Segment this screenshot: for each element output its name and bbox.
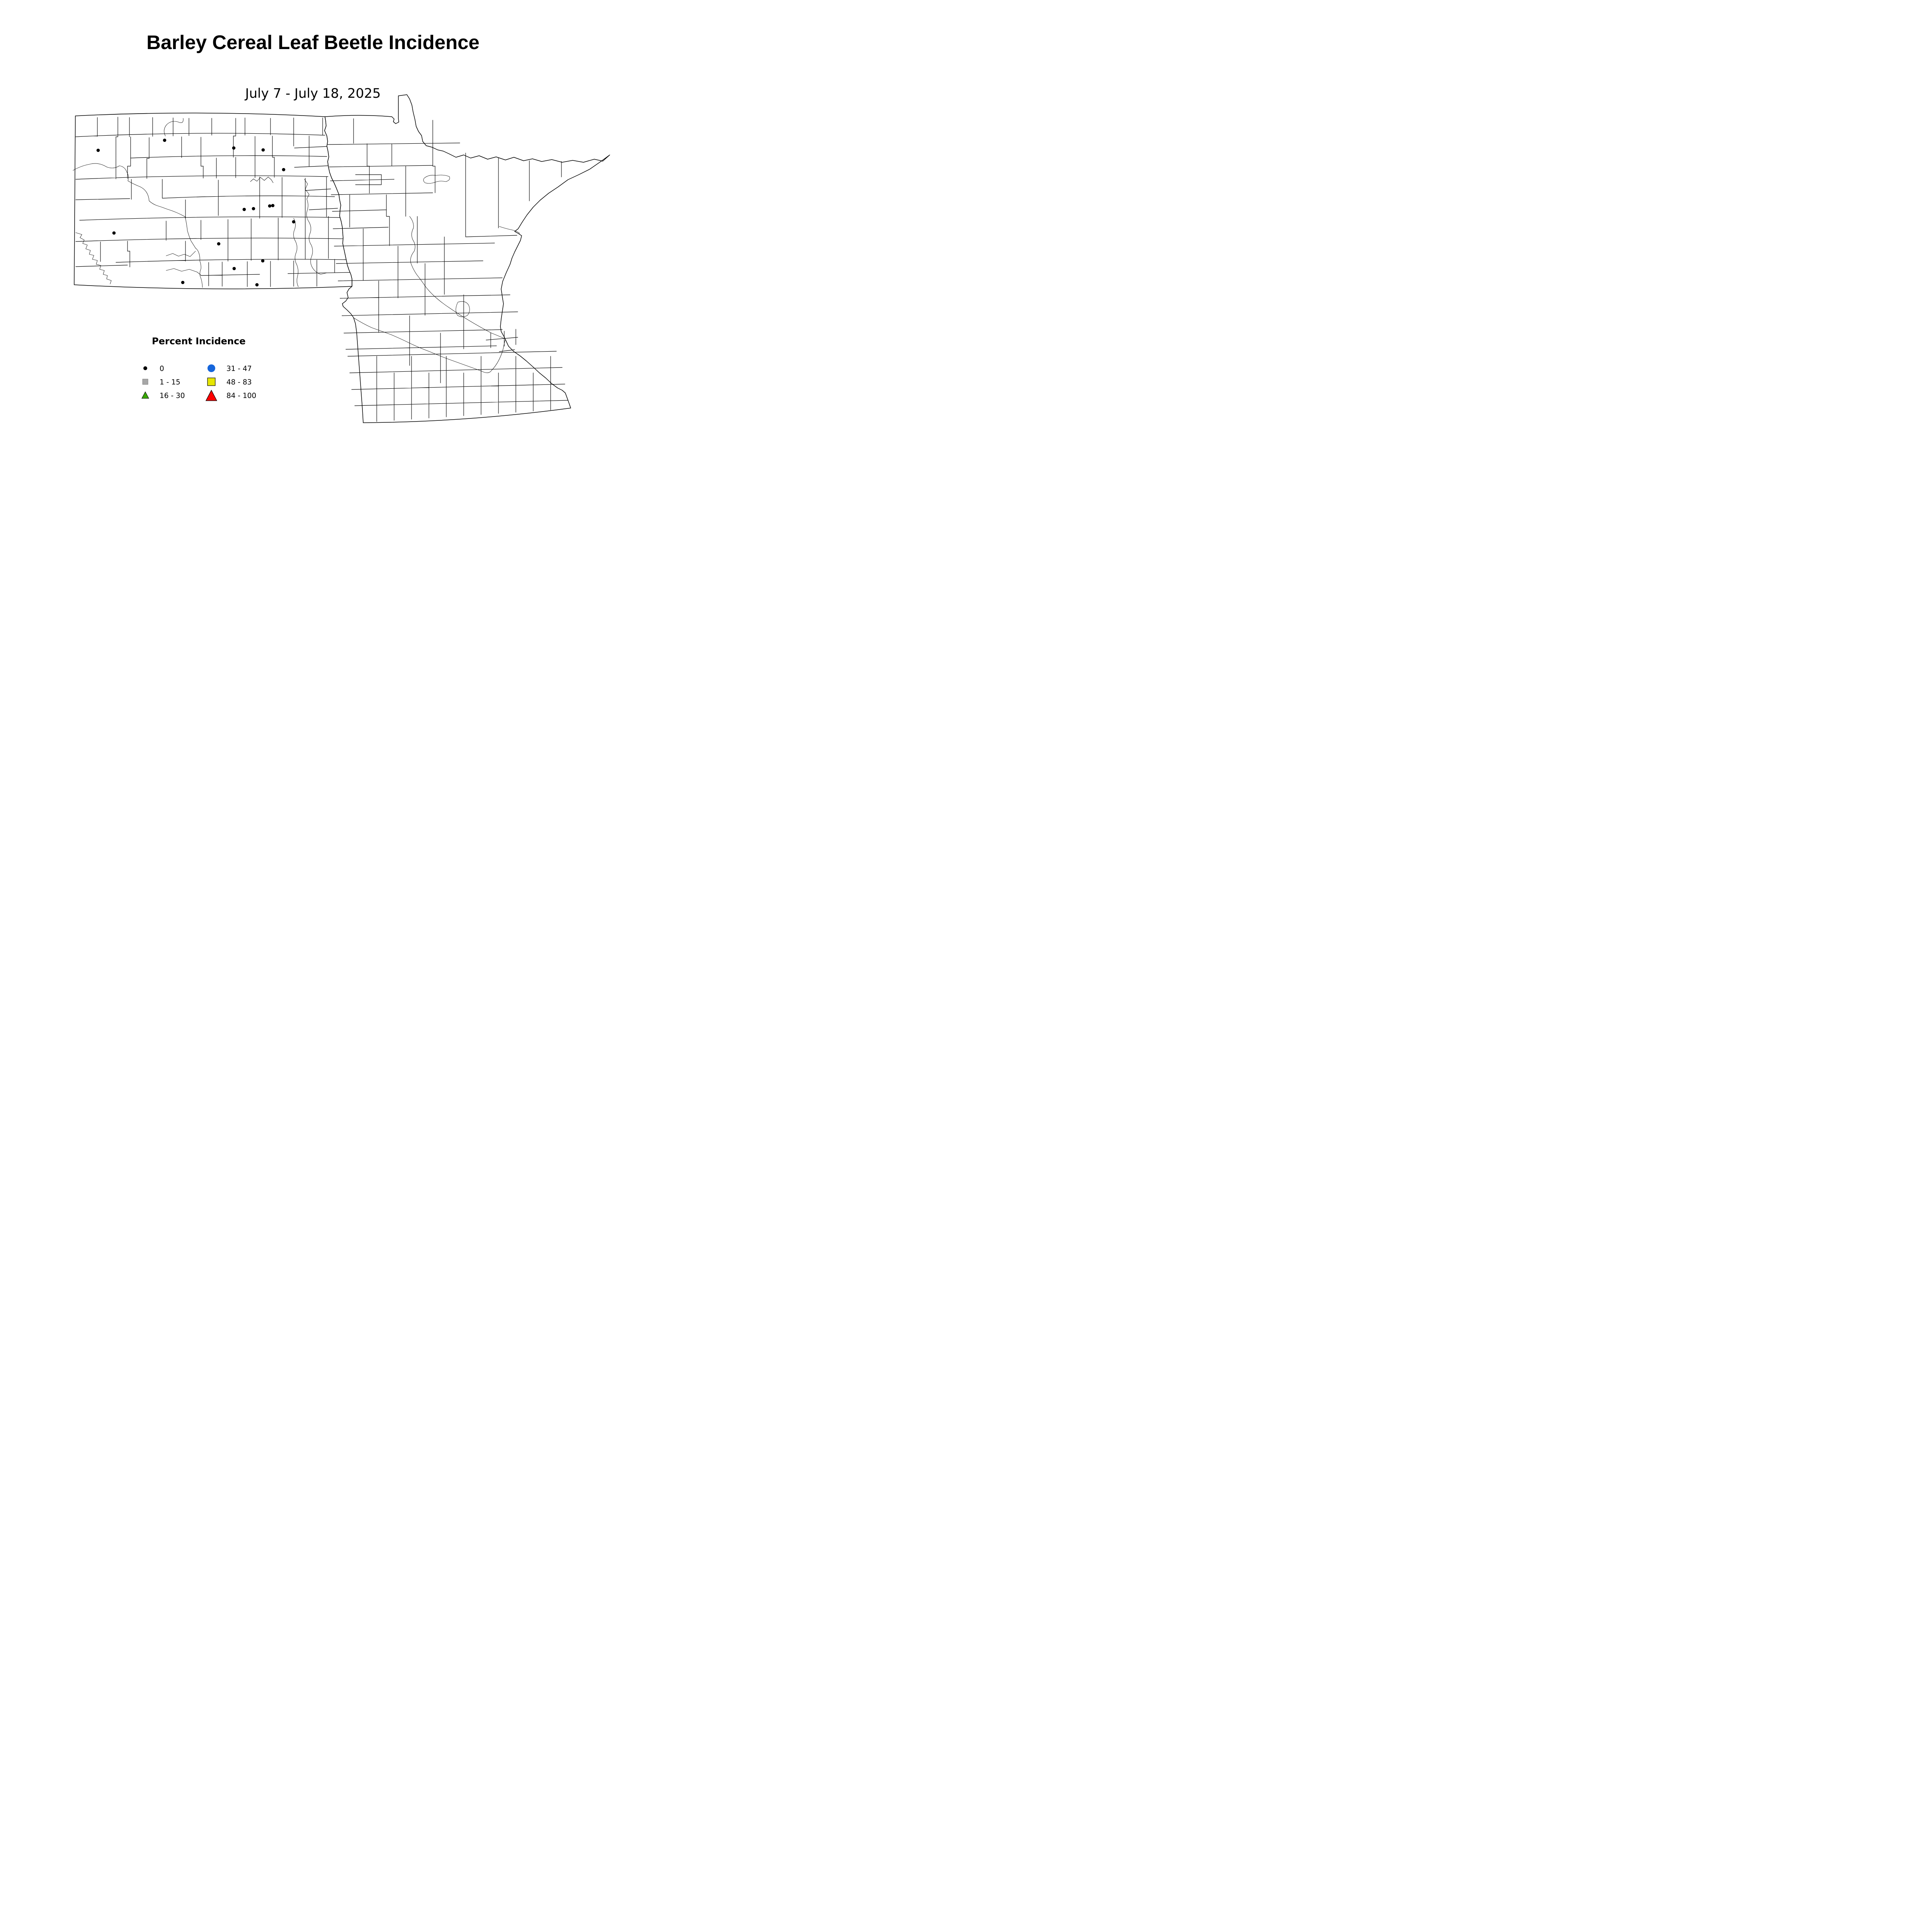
- incidence-point: [242, 207, 246, 211]
- incidence-point: [268, 204, 272, 208]
- legend-heading: Percent Incidence: [152, 336, 246, 347]
- incidence-map-figure: Barley Cereal Leaf Beetle Incidence July…: [73, 31, 610, 423]
- legend-label-16-30: 16 - 30: [160, 392, 185, 400]
- incidence-point: [261, 148, 265, 152]
- mn-rivers: [354, 216, 520, 373]
- figure-page: Barley Cereal Leaf Beetle Incidence July…: [0, 0, 638, 493]
- nd-rivers: [73, 118, 327, 288]
- incidence-point: [261, 259, 265, 263]
- mn-state-outline: [324, 94, 610, 423]
- legend-label-31-47: 31 - 47: [226, 365, 252, 373]
- legend-symbol-square-1-15: [142, 379, 148, 385]
- mn-county-lines: [327, 118, 568, 422]
- nd-county-lines: [75, 117, 351, 287]
- north-dakota-map: [73, 112, 352, 289]
- incidence-point: [96, 148, 100, 152]
- incidence-point: [112, 231, 116, 235]
- legend-label-84-100: 84 - 100: [226, 392, 256, 400]
- incidence-point: [181, 281, 185, 284]
- legend-symbol-square-48-83: [207, 378, 216, 386]
- legend-label-0: 0: [160, 365, 164, 373]
- minnesota-map: [324, 94, 610, 423]
- legend-symbol-triangle-84-100: [205, 389, 218, 401]
- incidence-point: [271, 204, 275, 207]
- incidence-point: [217, 242, 221, 246]
- legend-label-1-15: 1 - 15: [160, 378, 180, 386]
- incidence-point: [292, 220, 296, 224]
- incidence-point: [255, 283, 259, 287]
- lake-outlines: [423, 175, 470, 317]
- legend-symbol-circle-31-47: [207, 364, 215, 372]
- incidence-point: [232, 267, 236, 270]
- figure-title: Barley Cereal Leaf Beetle Incidence: [146, 31, 480, 53]
- incidence-point: [163, 138, 167, 142]
- legend-symbol-triangle-16-30: [141, 391, 149, 399]
- legend-label-48-83: 48 - 83: [226, 378, 252, 386]
- incidence-point: [252, 207, 255, 211]
- legend-symbol-dot-0: [143, 366, 147, 370]
- figure-subtitle: July 7 - July 18, 2025: [245, 86, 381, 101]
- map-legend: Percent Incidence 0 1 - 15 16 - 30 31 - …: [141, 336, 256, 401]
- incidence-point: [232, 146, 236, 150]
- incidence-point: [282, 168, 286, 172]
- incidence-points-layer: [96, 138, 296, 287]
